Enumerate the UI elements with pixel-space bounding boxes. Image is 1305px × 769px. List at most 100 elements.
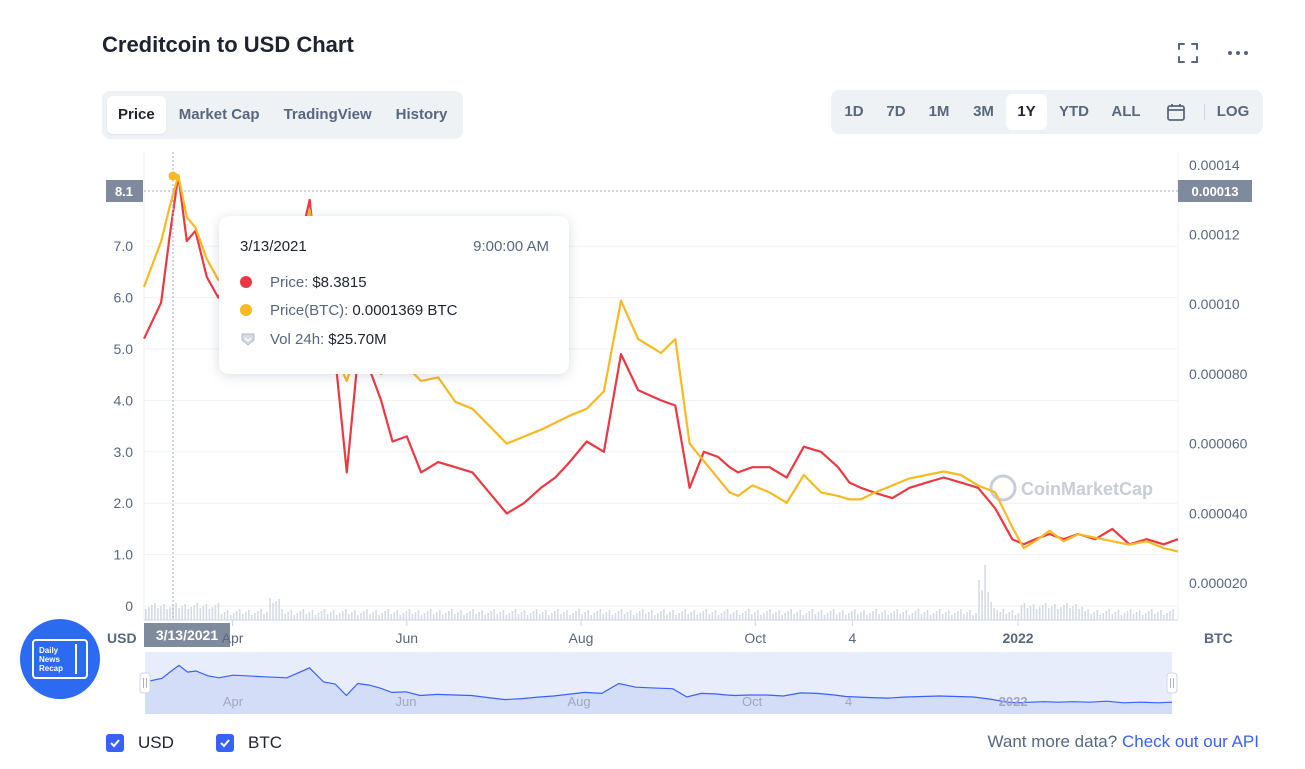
volume-bar (893, 611, 896, 620)
volume-bar (463, 615, 465, 620)
volume-bar (881, 612, 883, 620)
volume-bar (396, 610, 399, 620)
volume-bar (566, 610, 568, 620)
volume-bar (911, 613, 914, 620)
tooltip-btc-value: 0.0001369 BTC (352, 301, 458, 319)
volume-bar (363, 611, 365, 620)
x-tick-label: Oct (744, 630, 766, 646)
volume-bar (899, 614, 902, 620)
volume-bar (599, 609, 602, 620)
volume-bar (620, 609, 623, 620)
volume-bar (1050, 606, 1053, 620)
volume-bar (1054, 604, 1056, 620)
range-navigator[interactable]: Apr Jun Aug Oct 4 2022 (139, 652, 1178, 714)
volume-bar (647, 612, 650, 620)
volume-bar (169, 607, 171, 620)
volume-bar (696, 615, 699, 620)
volume-bar (266, 612, 268, 620)
volume-bar (1020, 605, 1023, 620)
volume-bar (187, 609, 190, 620)
volume-bar (478, 612, 480, 620)
volume-bar (878, 614, 880, 620)
range-all[interactable]: ALL (1111, 103, 1141, 120)
volume-bar (981, 590, 983, 620)
range-1m[interactable]: 1M (928, 103, 950, 120)
daily-news-recap-badge[interactable]: Daily News Recap (20, 619, 100, 699)
expand-icon[interactable] (1175, 40, 1201, 66)
volume-bar (1075, 604, 1077, 620)
volume-bar (214, 605, 217, 620)
more-options-icon[interactable] (1225, 40, 1251, 66)
api-link[interactable]: Check out our API (1121, 732, 1259, 751)
volume-bar (317, 613, 320, 620)
volume-bar (366, 609, 368, 620)
tab-history[interactable]: History (395, 106, 448, 123)
volume-bar (902, 612, 905, 620)
volume-bars (145, 565, 1174, 620)
tab-market-cap[interactable]: Market Cap (178, 106, 260, 123)
btc-checkbox[interactable] (216, 734, 234, 752)
volume-bar (569, 615, 571, 620)
volume-bar (614, 613, 617, 620)
volume-bar (1096, 610, 1099, 620)
volume-bar (448, 611, 450, 620)
volume-bar (193, 605, 196, 620)
log-scale-toggle[interactable]: LOG (1216, 103, 1250, 120)
y-left-tick-label: 0 (125, 598, 133, 614)
volume-bar (996, 610, 999, 620)
volume-bar (926, 610, 929, 620)
range-1d[interactable]: 1D (844, 103, 864, 120)
volume-bar (217, 603, 220, 620)
usd-checkbox[interactable] (106, 734, 124, 752)
range-ytd[interactable]: YTD (1059, 103, 1089, 120)
volume-bar (714, 610, 717, 620)
y-right-tick-label: 0.000060 (1189, 436, 1248, 452)
volume-bar (1093, 612, 1095, 620)
volume-bar (435, 612, 438, 620)
volume-bar (411, 614, 414, 620)
range-3m[interactable]: 3M (973, 103, 994, 120)
volume-bar (947, 610, 950, 620)
volume-bar (938, 609, 941, 620)
left-axis-label: USD (107, 630, 137, 646)
volume-bar (808, 611, 811, 620)
y-right-tick-label: 0.000020 (1189, 575, 1248, 591)
volume-bar (869, 613, 871, 620)
range-7d[interactable]: 7D (886, 103, 906, 120)
legend-btc[interactable]: BTC (216, 731, 282, 755)
volume-bar (238, 609, 241, 620)
volume-bar (181, 606, 183, 620)
volume-bar (966, 612, 968, 620)
volume-bar (451, 609, 453, 620)
volume-bar (857, 614, 859, 620)
tab-tradingview[interactable]: TradingView (283, 106, 372, 123)
volume-bar (202, 606, 205, 620)
volume-bar (617, 611, 620, 620)
volume-bar (457, 612, 459, 620)
volume-bar (1132, 614, 1135, 620)
volume-bar (390, 614, 393, 620)
volume-bar (717, 615, 720, 620)
volume-bar (1172, 609, 1174, 620)
crosshair-point (168, 171, 178, 181)
volume-bar (278, 599, 280, 620)
calendar-icon[interactable] (1166, 102, 1186, 122)
volume-bar (160, 606, 162, 620)
navigator-area (145, 665, 1172, 714)
volume-bar (1072, 606, 1074, 620)
volume-bar (344, 609, 347, 620)
x-tick-label: 4 (848, 630, 856, 646)
range-1y[interactable]: 1Y (1006, 94, 1047, 130)
volume-bar (757, 610, 759, 620)
y-right-tick-label: 0.000040 (1189, 505, 1248, 521)
volume-bar (348, 614, 350, 620)
volume-bar (735, 610, 738, 620)
volume-bar (663, 609, 665, 620)
tab-price[interactable]: Price (107, 96, 166, 134)
volume-bar (602, 614, 605, 620)
volume-bar (487, 613, 489, 620)
legend-usd[interactable]: USD (106, 731, 174, 755)
volume-bar (705, 609, 708, 620)
volume-bar (875, 609, 877, 620)
tooltip-btc-row: Price(BTC): 0.0001369 BTC (240, 300, 457, 320)
